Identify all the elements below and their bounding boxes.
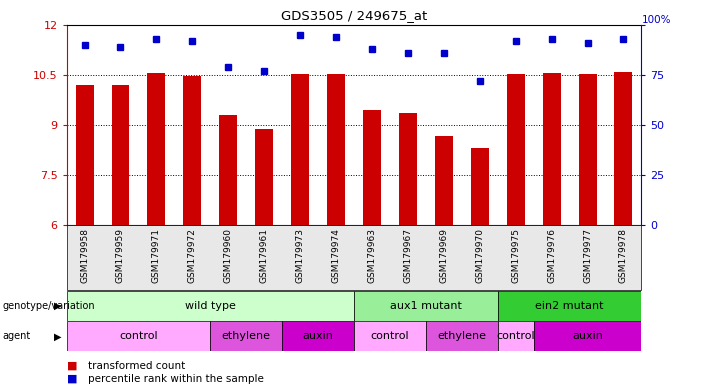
Text: GSM179977: GSM179977 [583,228,592,283]
Text: GSM179974: GSM179974 [332,228,341,283]
Text: control: control [371,331,409,341]
Text: ▶: ▶ [53,301,61,311]
Text: GSM179967: GSM179967 [403,228,412,283]
Bar [67,321,210,351]
Bar [435,136,453,225]
Bar [219,115,237,225]
Text: ■: ■ [67,361,77,371]
Bar [363,110,381,225]
Bar [327,74,345,225]
Bar [498,291,641,321]
Text: GSM179958: GSM179958 [80,228,89,283]
Bar [255,129,273,225]
Bar [533,321,641,351]
Text: GSM179971: GSM179971 [152,228,161,283]
Bar [283,321,354,351]
Bar [507,74,524,225]
Text: control: control [119,331,158,341]
Text: GSM179969: GSM179969 [440,228,449,283]
Text: GSM179961: GSM179961 [259,228,268,283]
Bar [184,76,201,225]
Text: auxin: auxin [303,331,334,341]
Text: wild type: wild type [185,301,236,311]
Text: ethylene: ethylene [222,331,271,341]
Bar [543,73,561,225]
Text: percentile rank within the sample: percentile rank within the sample [88,374,264,384]
Text: agent: agent [2,331,30,341]
Text: GSM179963: GSM179963 [367,228,376,283]
Text: aux1 mutant: aux1 mutant [390,301,462,311]
Bar [210,321,283,351]
Text: ethylene: ethylene [437,331,486,341]
Text: ■: ■ [67,374,77,384]
Text: control: control [496,331,535,341]
Text: ein2 mutant: ein2 mutant [536,301,604,311]
Text: genotype/variation: genotype/variation [2,301,95,311]
Bar [76,85,93,225]
Bar [498,321,533,351]
Bar [354,291,498,321]
Text: GSM179970: GSM179970 [475,228,484,283]
Bar [426,321,498,351]
Bar [111,85,130,225]
Text: GSM179973: GSM179973 [296,228,305,283]
Bar [291,74,309,225]
Bar [578,74,597,225]
Bar [615,71,632,225]
Bar [354,321,426,351]
Text: GSM179972: GSM179972 [188,228,197,283]
Bar [67,291,354,321]
Text: ▶: ▶ [53,331,61,341]
Text: 100%: 100% [641,15,671,25]
Text: GSM179978: GSM179978 [619,228,628,283]
Bar [147,73,165,225]
Text: auxin: auxin [572,331,603,341]
Text: GSM179959: GSM179959 [116,228,125,283]
Text: GSM179976: GSM179976 [547,228,556,283]
Bar [471,148,489,225]
Text: GSM179975: GSM179975 [511,228,520,283]
Text: GSM179960: GSM179960 [224,228,233,283]
Text: transformed count: transformed count [88,361,185,371]
Bar [399,113,417,225]
Title: GDS3505 / 249675_at: GDS3505 / 249675_at [281,9,427,22]
